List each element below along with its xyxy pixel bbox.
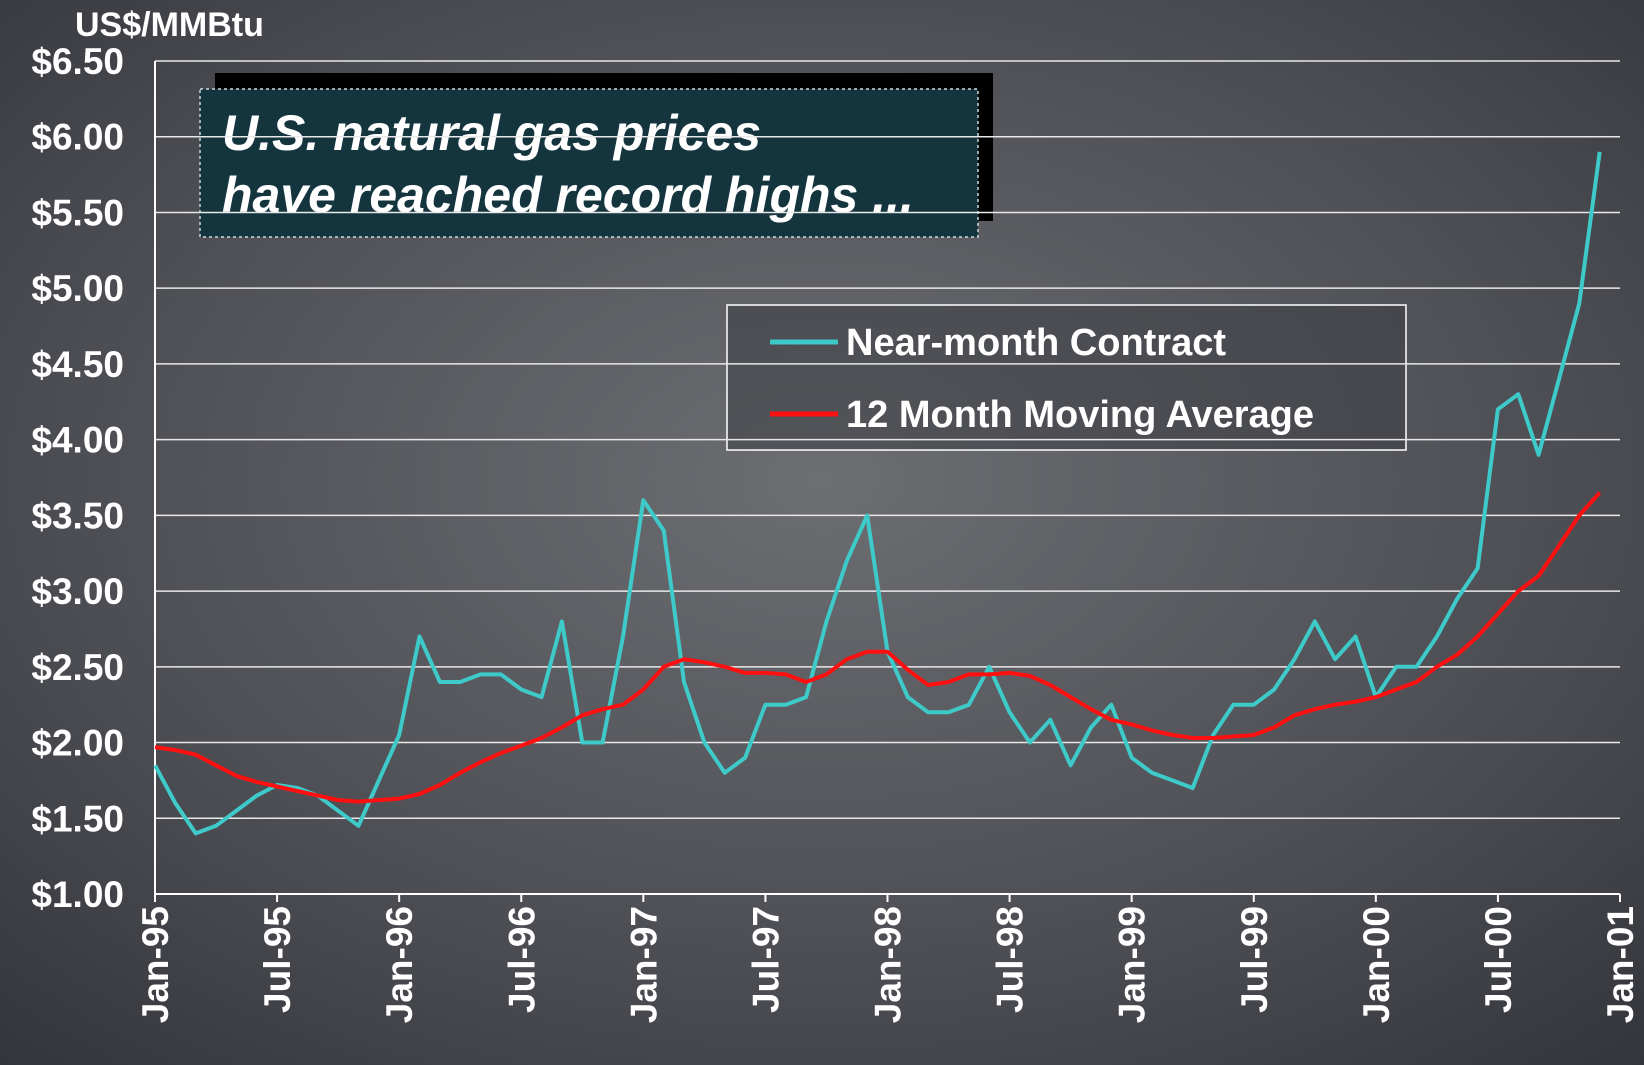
y-axis-label: US$/MMBtu: [75, 6, 264, 44]
legend-box: [726, 304, 1407, 451]
annotation-line: U.S. natural gas prices: [222, 105, 761, 161]
x-tick-label: Jan-97: [623, 906, 664, 1023]
x-tick-label: Jul-96: [501, 906, 542, 1013]
y-tick-label: $5.00: [31, 268, 124, 309]
y-tick-label: $2.50: [31, 647, 124, 688]
y-tick-label: $1.50: [31, 798, 124, 839]
x-tick-label: Jan-96: [379, 906, 420, 1023]
x-tick-label: Jul-99: [1234, 906, 1275, 1013]
x-tick-label: Jul-95: [257, 906, 298, 1013]
y-tick-label: $6.00: [31, 117, 124, 158]
series-line: [153, 151, 1602, 836]
x-tick-label: Jan-95: [135, 906, 176, 1023]
legend-label: 12 Month Moving Average: [846, 394, 1314, 436]
y-tick-label: $3.00: [31, 571, 124, 612]
x-tick-label: Jan-01: [1600, 906, 1641, 1023]
y-tick-label: $4.50: [31, 344, 124, 385]
y-tick-label: $6.50: [31, 41, 124, 82]
y-tick-label: $3.50: [31, 495, 124, 536]
y-tick-label: $4.00: [31, 420, 124, 461]
y-tick-label: $5.50: [31, 192, 124, 233]
x-tick-label: Jul-00: [1478, 906, 1519, 1013]
x-tick-label: Jul-97: [745, 906, 786, 1013]
x-tick-label: Jul-98: [990, 906, 1031, 1013]
y-tick-label: $2.00: [31, 723, 124, 764]
annotation-line: have reached record highs ...: [222, 167, 914, 223]
x-tick-label: Jan-00: [1356, 906, 1397, 1023]
x-tick-label: Jan-99: [1112, 906, 1153, 1023]
series-line: [154, 491, 1602, 804]
x-tick-label: Jan-98: [868, 906, 909, 1023]
legend-label: Near-month Contract: [846, 322, 1226, 364]
y-tick-label: $1.00: [31, 874, 124, 915]
